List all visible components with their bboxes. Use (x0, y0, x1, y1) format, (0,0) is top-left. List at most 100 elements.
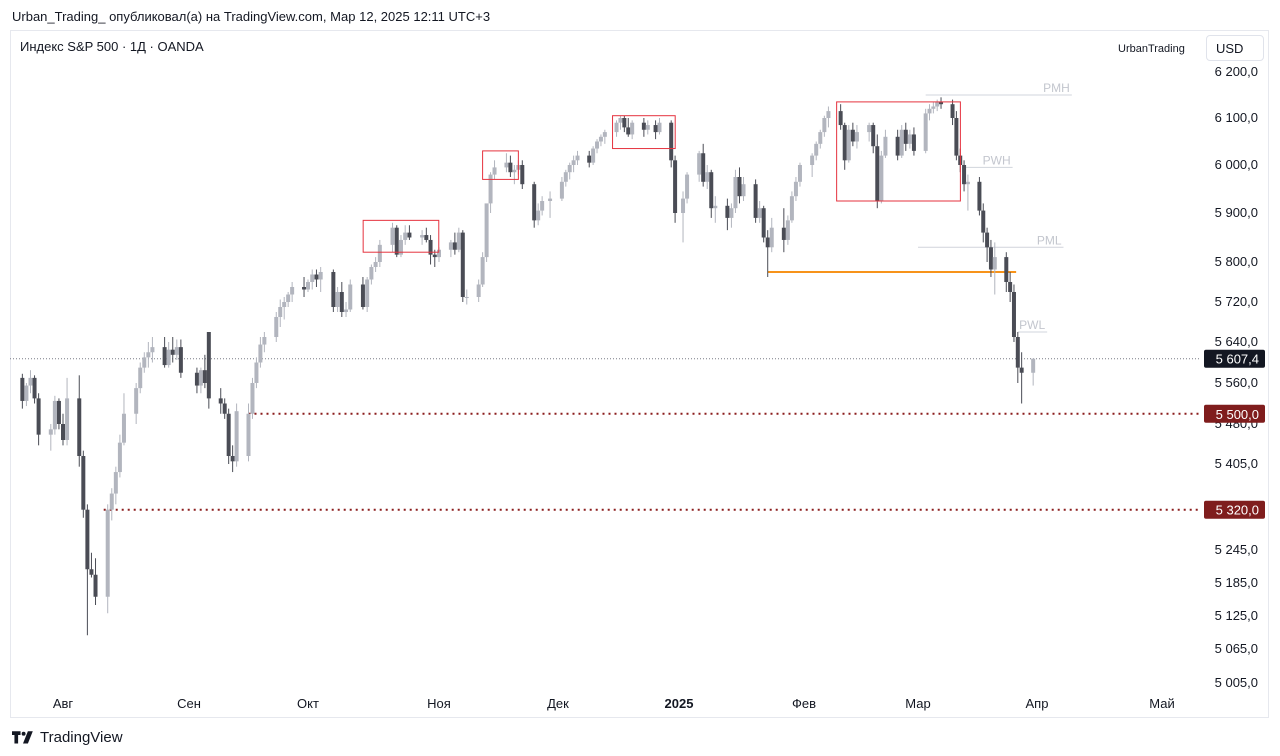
x-axis-tick-label: Дек (547, 696, 569, 711)
candle-body (685, 174, 690, 199)
candle-body (709, 172, 714, 209)
candle-body (737, 177, 742, 197)
candle-body (142, 357, 147, 368)
candle-body (761, 208, 766, 238)
reference-line-label: PWL (1019, 318, 1045, 332)
candle-body (390, 227, 395, 245)
candle-body (567, 165, 572, 173)
candle-body (222, 403, 227, 414)
candle-body (339, 292, 344, 312)
candle-body (875, 146, 880, 201)
candle-body (202, 370, 207, 383)
candle-body (981, 210, 986, 233)
candle-body (729, 208, 734, 218)
candle-body (456, 232, 461, 250)
candle-body (520, 165, 525, 185)
candle-body (250, 383, 255, 414)
consolidation-box (482, 150, 519, 180)
candle-body (28, 377, 33, 386)
y-axis-tick-label: 5 560,0 (1215, 375, 1258, 390)
candle-body (234, 411, 239, 462)
candle-body (460, 232, 465, 297)
candle-body (150, 347, 155, 353)
candle-body (669, 122, 674, 161)
y-axis-tick-label: 5 005,0 (1215, 675, 1258, 690)
candle-body (448, 242, 453, 250)
y-axis-tick-label: 5 800,0 (1215, 254, 1258, 269)
candle-body (178, 347, 183, 373)
candle-body (753, 184, 758, 218)
candle-body (789, 196, 794, 221)
candle-body (883, 136, 888, 156)
candle-body (226, 413, 231, 456)
reference-line-label: PMH (1043, 81, 1070, 95)
candle-body (931, 106, 936, 109)
candle-body (488, 174, 493, 204)
candle-body (437, 249, 441, 258)
candle-body (218, 398, 223, 404)
candle-body (290, 287, 295, 295)
candle-body (365, 279, 370, 307)
candle-body (492, 167, 497, 175)
candle-body (394, 227, 399, 255)
candle-body (1031, 358, 1036, 373)
candle-body (77, 398, 82, 456)
candle-body (348, 284, 353, 310)
candle-body (591, 148, 596, 163)
candle-body (854, 132, 859, 142)
candle-body (923, 113, 928, 151)
candle-body (81, 456, 86, 510)
candle-body (992, 257, 997, 270)
candle-body (907, 134, 912, 144)
currency-button[interactable]: USD (1206, 35, 1264, 61)
candle-body (653, 125, 658, 133)
candle-body (56, 400, 61, 424)
candle-body (765, 237, 770, 248)
candle-body (262, 337, 267, 345)
candle-body (575, 155, 580, 161)
candle-body (536, 210, 541, 221)
candle-body (286, 294, 291, 302)
footer-brand: TradingView (40, 729, 123, 746)
tradingview-logo-icon (12, 730, 33, 743)
candle-body (93, 574, 98, 597)
candle-body (977, 181, 982, 211)
candle-body (614, 122, 619, 133)
candle-body (867, 125, 872, 133)
x-axis-tick-label: Ноя (427, 696, 451, 711)
x-axis-tick-label: Май (1149, 696, 1174, 711)
candle-body (278, 307, 283, 317)
support-level-label: 5 320,0 (1216, 503, 1259, 518)
candle-body (138, 367, 143, 389)
candle-body (793, 181, 798, 197)
candle-body (814, 143, 819, 156)
candle-body (377, 244, 382, 262)
candle-body (105, 509, 110, 597)
candle-body (360, 284, 365, 307)
reference-line-label: PML (1037, 233, 1062, 247)
candle-body (1011, 292, 1016, 337)
candle-body (871, 125, 876, 147)
candle-body (194, 372, 199, 386)
candle-body (480, 257, 485, 285)
candle-body (1019, 367, 1024, 373)
candle-body (420, 235, 425, 238)
candle-body (512, 169, 517, 173)
consolidation-box (362, 219, 440, 253)
y-axis-tick-label: 5 900,0 (1215, 205, 1258, 220)
x-axis-tick-label: Авг (53, 696, 74, 711)
candle-body (428, 239, 433, 255)
candle-body (36, 398, 41, 435)
x-axis-tick-label: 2025 (665, 696, 694, 711)
y-axis-tick-label: 5 640,0 (1215, 334, 1258, 349)
candle-body (369, 267, 374, 280)
candle-body (630, 122, 635, 135)
consolidation-box (836, 101, 961, 202)
candle-body (32, 377, 37, 399)
candle-body (230, 456, 235, 462)
candle-body (24, 385, 29, 401)
candle-body (504, 162, 509, 168)
candle-body (769, 227, 774, 248)
y-axis-tick-label: 5 245,0 (1215, 542, 1258, 557)
